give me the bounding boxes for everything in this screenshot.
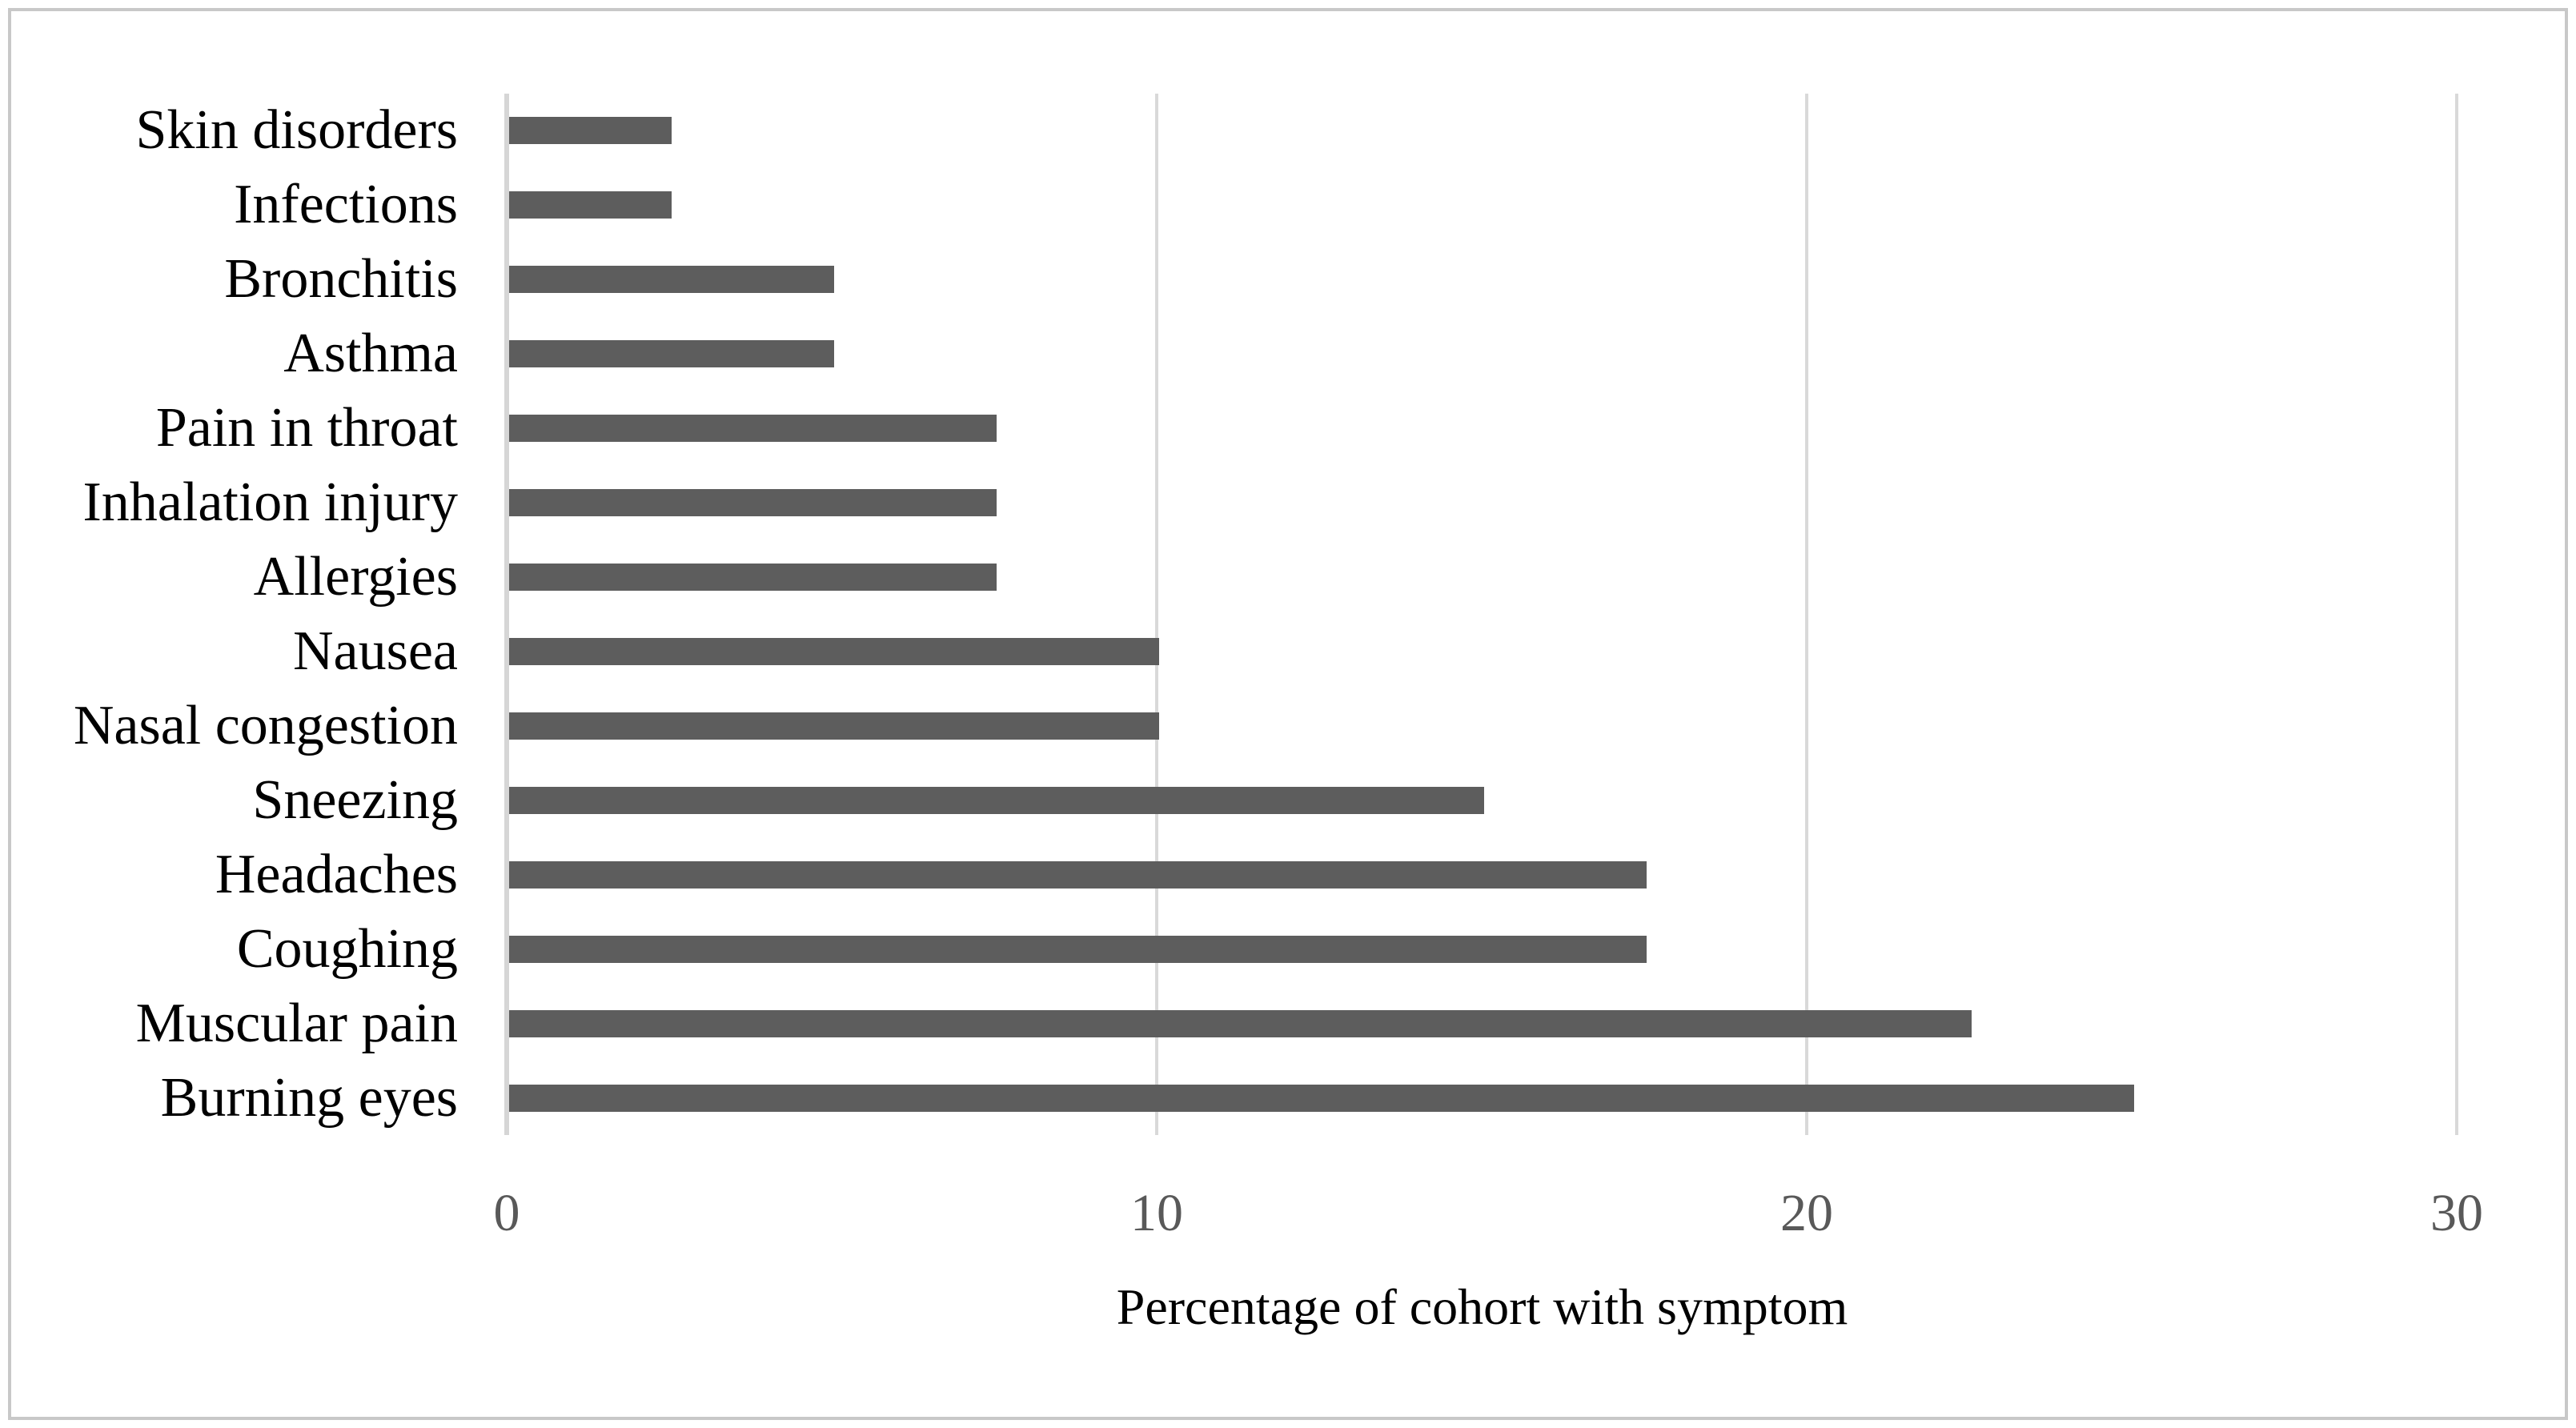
category-label: Nasal congestion [73, 694, 458, 756]
x-axis-title: Percentage of cohort with symptom [1116, 1278, 1848, 1335]
bar [509, 786, 1484, 814]
category-label: Pain in throat [155, 397, 458, 459]
category-label: Nausea [292, 620, 458, 682]
bar [509, 117, 672, 145]
bar [509, 564, 997, 592]
figure-frame [8, 8, 2568, 1420]
bar [509, 860, 1647, 888]
category-label: Inhalation injury [82, 471, 458, 534]
gridline [1155, 94, 1158, 1135]
gridline [2455, 94, 2458, 1135]
x-tick-label: 0 [493, 1184, 520, 1242]
bar [509, 191, 672, 219]
bar [509, 266, 834, 294]
category-label: Bronchitis [224, 248, 458, 311]
bar [509, 489, 997, 517]
category-label: Coughing [236, 917, 458, 980]
gridline [1805, 94, 1808, 1135]
category-label: Burning eyes [160, 1066, 458, 1129]
category-label: Muscular pain [135, 992, 458, 1054]
bar [509, 340, 834, 368]
category-label: Sneezing [252, 768, 458, 831]
bar [509, 712, 1159, 740]
bar [509, 1009, 1972, 1037]
category-label: Infections [234, 174, 458, 236]
bar [509, 415, 997, 443]
x-tick-label: 30 [2430, 1184, 2483, 1242]
category-label: Skin disorders [135, 99, 459, 162]
category-label: Asthma [283, 323, 458, 385]
category-label: Allergies [253, 546, 458, 608]
bar [509, 637, 1159, 665]
x-tick-label: 10 [1130, 1184, 1183, 1242]
axis-line [504, 94, 509, 1135]
x-tick-label: 20 [1780, 1184, 1833, 1242]
category-label: Headaches [215, 843, 458, 905]
bar [509, 1084, 2134, 1112]
bar [509, 935, 1647, 963]
